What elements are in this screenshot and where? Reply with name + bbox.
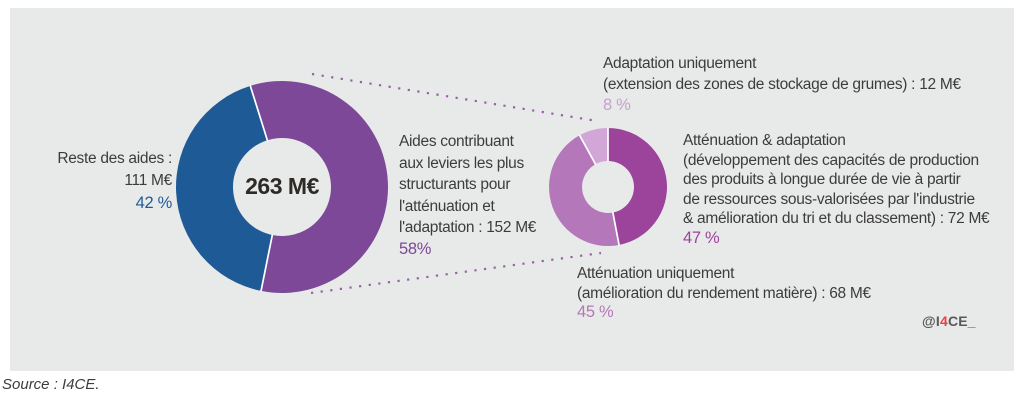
label-line: structurants pour <box>399 176 511 193</box>
label-value: (amélioration du rendement matière) : 68… <box>577 284 871 302</box>
label-pct: 45 % <box>577 303 614 321</box>
breakdown-donut-slice-gap <box>611 211 620 246</box>
breakdown-donut-slice-attenuation-adaptation <box>608 128 667 245</box>
label-value: 111 M€ <box>124 172 172 189</box>
total-aids-donut-slice-reste <box>175 85 273 291</box>
label-pct: 42 % <box>135 194 173 212</box>
breakdown-donut-slice-gap <box>578 134 597 166</box>
label-reste-des-aides: Reste des aides : 111 M€ 42 % <box>40 148 172 214</box>
breakdown-donut-slice-attenuation-uniquement <box>549 135 620 246</box>
label-value: & amélioration du tri et du classement) … <box>683 210 990 227</box>
label-line: aux leviers les plus <box>399 154 524 172</box>
label-pct: 47 % <box>683 228 720 247</box>
donut-connector-dotted-line <box>310 251 602 295</box>
label-line: (développement des capacités de producti… <box>683 151 979 169</box>
total-aids-donut-slice-structurants <box>250 81 388 294</box>
label-value: l'adaptation : 152 M€ <box>399 219 537 236</box>
logo-part: @I <box>922 313 940 329</box>
label-line: des produits à longue durée de vie à par… <box>683 171 961 188</box>
i4ce-logo: @I4CE_ <box>922 313 976 329</box>
logo-part: CE_ <box>947 313 976 329</box>
label-attenuation-uniquement: Atténuation uniquement (amélioration du … <box>577 264 871 323</box>
label-value: (extension des zones de stockage de grum… <box>603 75 961 93</box>
donut-center-total: 263 M€ <box>245 173 319 199</box>
breakdown-donut-slice-adaptation-uniquement <box>579 128 608 165</box>
label-line: l'atténuation et <box>399 197 495 215</box>
label-attenuation-et-adaptation: Atténuation & adaptation (développement … <box>683 131 990 248</box>
label-line: Reste des aides : <box>57 150 172 167</box>
source-note: Source : I4CE. <box>2 376 100 393</box>
logo-part-red: 4 <box>939 313 948 329</box>
label-pct: 8 % <box>603 96 631 114</box>
label-adaptation-uniquement: Adaptation uniquement (extension des zon… <box>603 54 961 116</box>
total-aids-donut-slice-gap <box>249 85 269 141</box>
label-line: Atténuation & adaptation <box>683 132 846 149</box>
label-line: Aides contribuant <box>399 133 514 150</box>
label-pct: 58% <box>399 239 432 258</box>
label-line: Atténuation uniquement <box>577 265 735 282</box>
label-line: de ressources sous-valorisées par l'indu… <box>683 190 975 208</box>
total-aids-donut-slice-gap <box>260 234 274 292</box>
label-line: Adaptation uniquement <box>603 55 757 72</box>
label-aides-structurantes: Aides contribuant aux leviers les plus s… <box>399 131 536 260</box>
